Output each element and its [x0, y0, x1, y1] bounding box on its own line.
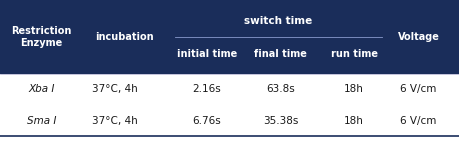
- Text: 18h: 18h: [343, 116, 364, 126]
- Text: Xba I: Xba I: [28, 84, 55, 94]
- Text: run time: run time: [330, 49, 377, 59]
- Text: initial time: initial time: [177, 49, 236, 59]
- Text: 37°C, 4h: 37°C, 4h: [92, 116, 138, 126]
- Text: final time: final time: [254, 49, 306, 59]
- Text: 35.38s: 35.38s: [263, 116, 297, 126]
- Text: 6 V/cm: 6 V/cm: [399, 84, 436, 94]
- Text: 63.8s: 63.8s: [266, 84, 294, 94]
- Text: switch time: switch time: [244, 16, 312, 26]
- Text: Sma I: Sma I: [27, 116, 56, 126]
- Text: 6 V/cm: 6 V/cm: [399, 116, 436, 126]
- Text: 18h: 18h: [343, 84, 364, 94]
- Text: 37°C, 4h: 37°C, 4h: [92, 84, 138, 94]
- Text: incubation: incubation: [95, 32, 153, 42]
- FancyBboxPatch shape: [0, 74, 459, 105]
- FancyBboxPatch shape: [0, 105, 459, 136]
- Text: 2.16s: 2.16s: [192, 84, 221, 94]
- Text: 6.76s: 6.76s: [192, 116, 221, 126]
- Text: Restriction
Enzyme: Restriction Enzyme: [11, 26, 72, 48]
- FancyBboxPatch shape: [0, 0, 459, 74]
- Text: Voltage: Voltage: [397, 32, 439, 42]
